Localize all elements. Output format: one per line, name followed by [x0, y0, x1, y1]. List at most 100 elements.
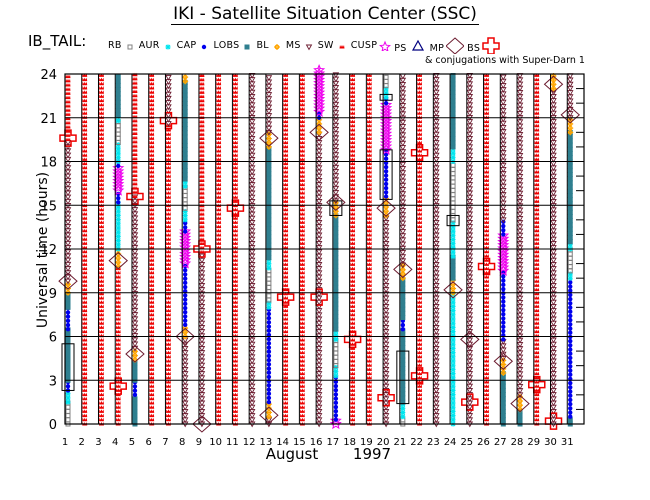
marker-lobs [501, 223, 506, 229]
marker-aur [450, 208, 456, 214]
marker-cusp [232, 275, 238, 279]
marker-cusp [199, 94, 205, 99]
marker-cap [115, 154, 121, 160]
marker-cusp [350, 149, 356, 153]
legend-text: CUSP [350, 40, 378, 51]
marker-cusp [350, 199, 356, 203]
marker-cusp [132, 156, 138, 161]
marker-cusp [149, 338, 155, 342]
marker-cusp [534, 140, 540, 145]
marker-cusp [82, 178, 88, 182]
segment-cap [450, 291, 456, 427]
day-column-9 [192, 73, 212, 433]
bs-marker [125, 345, 145, 363]
marker-cap [450, 241, 456, 247]
segment-ms [265, 131, 272, 150]
marker-cusp [417, 241, 423, 245]
marker-cusp [216, 212, 222, 216]
marker-cusp [417, 165, 423, 170]
marker-cusp [417, 102, 423, 107]
legend-text: BL [256, 40, 269, 51]
marker-lobs [568, 380, 573, 386]
marker-cap [450, 417, 456, 423]
marker-cusp [199, 157, 205, 162]
marker-cusp [283, 233, 289, 237]
marker-cusp [534, 98, 540, 103]
bs-marker [259, 406, 279, 424]
marker-cusp [149, 266, 155, 271]
marker-aur [450, 196, 456, 202]
marker-cusp [283, 329, 289, 334]
rb-legend-icon [127, 44, 133, 50]
marker-bl [333, 309, 339, 315]
marker-cusp [149, 228, 155, 233]
marker-bl [266, 179, 272, 185]
marker-cusp [366, 287, 372, 292]
marker-cusp [283, 308, 289, 313]
x-tick-label: 31 [561, 437, 574, 448]
marker-cusp [366, 245, 372, 250]
marker-cusp [299, 178, 305, 182]
marker-cusp [299, 136, 305, 140]
marker-cusp [98, 81, 104, 86]
marker-cusp [98, 115, 104, 119]
marker-cusp [115, 308, 121, 313]
marker-cusp [98, 287, 104, 292]
marker-cusp [283, 388, 289, 392]
marker-cusp [216, 287, 222, 292]
marker-cusp [534, 354, 540, 359]
marker-bl [567, 222, 573, 228]
marker-bl [65, 296, 71, 302]
marker-aur [333, 346, 339, 352]
marker-bl [182, 147, 188, 153]
marker-cusp [283, 199, 289, 203]
marker-lobs [568, 330, 573, 335]
marker-cap [115, 212, 121, 218]
marker-sw [332, 72, 340, 79]
marker-bl [266, 225, 272, 231]
marker-cusp [299, 384, 305, 388]
marker-cusp [484, 140, 490, 145]
marker-cusp [149, 409, 155, 413]
marker-bl [567, 214, 573, 220]
marker-bl [266, 242, 272, 248]
conjugation-marker [310, 288, 328, 306]
segment-sw [265, 75, 273, 136]
dot-icon [202, 44, 207, 50]
marker-cusp [98, 388, 104, 392]
marker-cusp [149, 245, 155, 250]
marker-bl [333, 297, 339, 303]
marker-cusp [534, 216, 540, 220]
marker-bl [333, 276, 339, 282]
marker-cusp [98, 304, 104, 308]
marker-bl [266, 183, 272, 189]
marker-cusp [366, 119, 372, 124]
marker-lobs [568, 406, 573, 411]
marker-cusp [65, 91, 71, 95]
legend-text: SW [317, 40, 334, 51]
marker-cusp [417, 354, 423, 359]
marker-cusp [216, 128, 222, 132]
marker-lobs [568, 410, 573, 415]
marker-cusp [534, 165, 540, 170]
marker-lobs [501, 228, 506, 233]
marker-cusp [299, 388, 305, 392]
marker-lobs [333, 400, 339, 406]
marker-lobs [182, 284, 188, 290]
segment-cusp [283, 73, 289, 426]
marker-cap [266, 265, 272, 271]
marker-cusp [534, 123, 540, 128]
marker-cusp [115, 312, 121, 317]
marker-cusp [350, 144, 356, 149]
marker-cusp [283, 77, 289, 82]
marker-cusp [216, 228, 222, 233]
marker-cusp [417, 86, 423, 90]
marker-cusp [132, 93, 138, 98]
marker-cusp [299, 283, 305, 287]
marker-cusp [232, 279, 238, 283]
marker-bl [567, 235, 573, 241]
marker-cusp [199, 81, 205, 86]
marker-bl [400, 302, 406, 308]
marker-lobs [182, 225, 188, 230]
marker-cusp [366, 413, 372, 418]
